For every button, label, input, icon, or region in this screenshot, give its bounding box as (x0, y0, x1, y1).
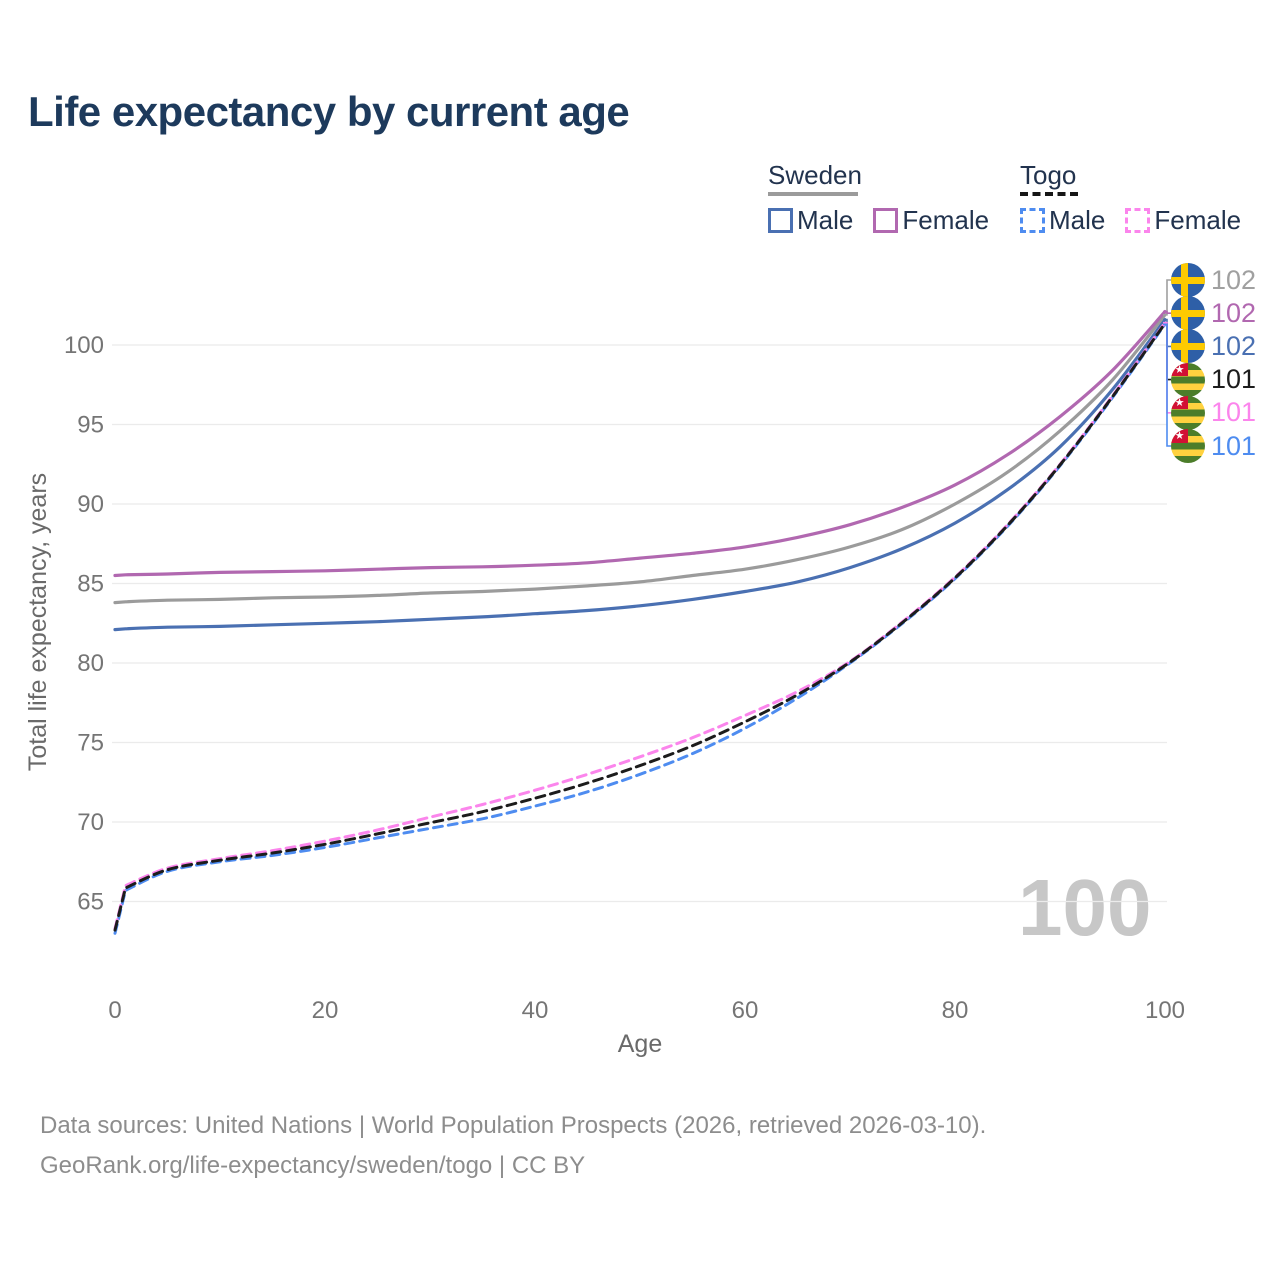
end-label-sweden-male: 102 (1171, 329, 1257, 364)
legend-country-sweden[interactable]: Sweden (768, 160, 989, 196)
legend-group-togo: Togo Male Female (1020, 160, 1241, 236)
legend-country-sweden-label: Sweden (768, 160, 862, 190)
legend-item-sweden-male-label: Male (797, 205, 854, 235)
legend-item-togo-male[interactable]: Male (1020, 205, 1105, 236)
end-label-togo-male: 101 (1171, 429, 1256, 463)
legend-item-togo-female-label: Female (1154, 205, 1242, 235)
togo-male-swatch-icon (1020, 208, 1045, 233)
end-label-connector-0 (1163, 279, 1171, 316)
legend-country-togo-label: Togo (1020, 160, 1077, 190)
togo-female-swatch-icon (1125, 208, 1151, 233)
series-line-togo-male (113, 322, 1167, 935)
series-line-sweden-female (113, 310, 1167, 578)
end-label-value: 101 (1211, 430, 1257, 461)
end-label-value: 101 (1211, 397, 1257, 428)
age-counter-watermark: 100 (1018, 863, 1152, 952)
legend-item-sweden-female[interactable]: Female (873, 205, 989, 236)
x-tick-0: 0 (108, 997, 121, 1024)
sweden-solid-line-swatch (768, 192, 858, 196)
end-label-sweden-female: 102 (1171, 296, 1257, 331)
togo-flag-icon (1171, 395, 1205, 430)
legend-country-togo[interactable]: Togo (1020, 160, 1241, 196)
togo-flag-icon (1171, 362, 1205, 397)
end-label-connector-5 (1163, 323, 1171, 447)
end-label-togo-both: 101 (1171, 362, 1257, 397)
y-tick-85: 85 (77, 571, 104, 598)
x-tick-100: 100 (1145, 997, 1185, 1024)
sweden-flag-icon (1171, 329, 1205, 364)
x-tick-40: 40 (522, 997, 549, 1024)
source-note-line1: Data sources: United Nations | World Pop… (40, 1112, 987, 1139)
end-label-sweden-both: 102 (1171, 263, 1256, 297)
end-label-value: 102 (1211, 264, 1257, 295)
legend-item-sweden-female-label: Female (902, 205, 990, 235)
x-tick-80: 80 (942, 997, 969, 1024)
y-tick-80: 80 (77, 650, 104, 677)
togo-dashed-line-swatch (1020, 192, 1078, 196)
end-label-value: 102 (1211, 297, 1257, 328)
legend-item-togo-female[interactable]: Female (1125, 205, 1241, 236)
sweden-female-swatch-icon (873, 208, 899, 233)
legend-group-sweden: Sweden Male Female (768, 160, 989, 236)
source-note: Data sources: United Nations | World Pop… (40, 1106, 986, 1186)
y-tick-90: 90 (77, 491, 104, 518)
page-title: Life expectancy by current age (28, 88, 630, 135)
series-line-sweden-male (113, 318, 1167, 632)
series-line-sweden-both (113, 313, 1167, 605)
series-line-togo-female (113, 321, 1167, 930)
end-label-connector-1 (1163, 310, 1171, 314)
togo-flag-icon (1171, 429, 1205, 463)
sweden-flag-icon (1171, 263, 1205, 297)
x-axis-title: Age (618, 1030, 662, 1058)
end-label-togo-female: 101 (1171, 395, 1257, 430)
legend-item-togo-male-label: Male (1049, 205, 1106, 235)
source-note-line2: GeoRank.org/life-expectancy/sweden/togo … (40, 1152, 586, 1179)
y-tick-95: 95 (77, 412, 104, 439)
end-label-value: 102 (1211, 330, 1257, 361)
sweden-flag-icon (1171, 296, 1205, 331)
legend-item-sweden-male[interactable]: Male (768, 205, 853, 236)
y-tick-100: 100 (64, 332, 104, 359)
x-tick-60: 60 (732, 997, 759, 1024)
y-tick-70: 70 (77, 809, 104, 836)
y-tick-65: 65 (77, 889, 104, 916)
y-tick-75: 75 (77, 730, 104, 757)
series-line-togo-both (113, 322, 1167, 932)
x-tick-20: 20 (312, 997, 339, 1024)
y-axis-title: Total life expectancy, years (24, 473, 52, 771)
sweden-male-swatch-icon (768, 208, 793, 233)
end-label-value: 101 (1211, 364, 1257, 395)
